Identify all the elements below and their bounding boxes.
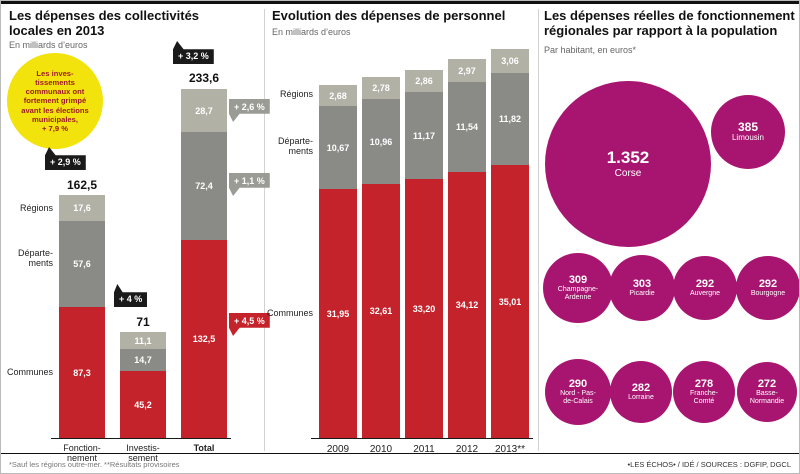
footer-divider — [1, 453, 799, 454]
bubble-franche-value: 278 — [694, 378, 714, 391]
panel-separator-left — [264, 9, 265, 451]
x-label-2013: 2013** — [494, 444, 526, 455]
row-label-communes-p2: Communes — [266, 308, 313, 318]
segment-total-communes: 132,5 — [181, 240, 227, 438]
bubble-auvergne: 292 Auvergne — [673, 256, 737, 320]
panel1-subtitle: En milliards d’euros — [9, 40, 88, 50]
segment-2011-communes: 33,20 — [405, 179, 443, 438]
x-label-2009: 2009 — [326, 444, 350, 455]
bubble-champagne-ardenne: 309 Champagne- Ardenne — [543, 253, 613, 323]
bubble-lorraine: 282 Lorraine — [610, 361, 672, 423]
panel2-subtitle: En milliards d’euros — [272, 27, 351, 37]
segment-2009-regions: 2,68 — [319, 85, 357, 106]
bubble-limousin-name: Limousin — [731, 133, 764, 143]
annotation-bubble: Les inves- tissements communaux ont fort… — [7, 53, 103, 149]
segment-investissement-regions: 11,1 — [120, 332, 166, 349]
panel1-title: Les dépenses des collectivités locales e… — [9, 8, 200, 39]
segment-2011-departements: 11,17 — [405, 92, 443, 179]
growth-badge-investissement: + 4 % — [114, 284, 148, 307]
footnote: *Sauf les régions outre-mer. **Résultats… — [9, 460, 180, 469]
bubble-lorraine-value: 282 — [631, 382, 651, 395]
row-label-departements: Départe- ments — [17, 248, 53, 269]
growth-badge-fonctionnement: + 2,9 % — [45, 147, 86, 170]
panel1-axis — [51, 438, 231, 439]
segment-2009-departements: 10,67 — [319, 106, 357, 189]
row-label-regions: Régions — [19, 203, 53, 213]
bubble-nord-pas-de-calais: 290 Nord - Pas- de-Calais — [545, 359, 611, 425]
bubble-picardie-value: 303 — [632, 278, 652, 291]
segment-fonctionnement-communes: 87,3 — [59, 307, 105, 438]
panel3-subtitle: Par habitant, en euros* — [544, 45, 637, 55]
total-investissement: 71 — [136, 315, 150, 329]
segment-total-regions: 28,7 — [181, 89, 227, 132]
growth-badge-total: + 3,2 % — [173, 41, 214, 64]
bubble-champagne-name: Champagne- Ardenne — [557, 286, 599, 302]
row-label-communes: Communes — [6, 367, 53, 377]
bubble-bourgogne-name: Bourgogne — [750, 290, 786, 298]
bubble-basse-value: 272 — [757, 378, 777, 391]
bubble-corse-value: 1.352 — [606, 148, 650, 168]
segment-investissement-communes: 45,2 — [120, 371, 166, 438]
x-label-total: Total — [193, 443, 215, 453]
segment-fonctionnement-departements: 57,6 — [59, 221, 105, 307]
segment-fonctionnement-regions: 17,6 — [59, 195, 105, 221]
row-label-departements-p2: Départe- ments — [277, 136, 313, 157]
bubble-corse-name: Corse — [614, 167, 642, 179]
segment-2010-regions: 2,78 — [362, 77, 400, 99]
bubble-nord-name: Nord - Pas- de-Calais — [560, 390, 596, 406]
bubble-auvergne-name: Auvergne — [690, 290, 720, 298]
bubble-bourgogne-value: 292 — [758, 278, 778, 291]
bubble-limousin: 385 Limousin — [711, 95, 785, 169]
segment-2012-departements: 11,54 — [448, 82, 486, 172]
bubble-corse: 1.352 Corse — [545, 81, 711, 247]
panel-separator-right — [538, 9, 539, 451]
segment-2010-departements: 10,96 — [362, 99, 400, 184]
panel3-title: Les dépenses réelles de fonctionnement r… — [544, 8, 795, 39]
bubble-picardie: 303 Picardie — [609, 255, 675, 321]
bubble-basse-normandie: 272 Basse- Normandie — [737, 362, 797, 422]
segment-investissement-departements: 14,7 — [120, 349, 166, 371]
bubble-picardie-name: Picardie — [629, 290, 655, 298]
bubble-nord-value: 290 — [568, 378, 588, 391]
total-fonctionnement: 162,5 — [66, 178, 98, 192]
top-border — [1, 1, 799, 4]
x-label-fonctionnement: Fonction- nement — [63, 443, 101, 464]
bubble-auvergne-value: 292 — [695, 278, 715, 291]
panel2-axis — [311, 438, 533, 439]
segment-2013-regions: 3,06 — [491, 49, 529, 73]
bubble-limousin-value: 385 — [737, 119, 759, 134]
bubble-franche-comte: 278 Franche- Comté — [673, 361, 735, 423]
segment-2013-communes: 35,01 — [491, 165, 529, 438]
row-label-regions-p2: Régions — [279, 89, 313, 99]
total-total: 233,6 — [188, 71, 220, 85]
segment-2012-communes: 34,12 — [448, 172, 486, 438]
x-label-2012: 2012 — [455, 444, 479, 455]
segment-2009-communes: 31,95 — [319, 189, 357, 438]
segment-2010-communes: 32,61 — [362, 184, 400, 438]
segment-2011-regions: 2,86 — [405, 70, 443, 92]
bubble-franche-name: Franche- Comté — [689, 390, 718, 406]
bubble-lorraine-name: Lorraine — [628, 394, 654, 402]
bubble-champagne-value: 309 — [568, 274, 588, 287]
bubble-bourgogne: 292 Bourgogne — [736, 256, 799, 320]
x-label-investissement: Investis- sement — [126, 443, 160, 464]
segment-2012-regions: 2,97 — [448, 59, 486, 82]
panel2-title: Evolution des dépenses de personnel — [272, 8, 506, 23]
segment-2013-departements: 11,82 — [491, 73, 529, 165]
x-label-2010: 2010 — [369, 444, 393, 455]
credits: •LES ÉCHOS• / IDÉ / SOURCES : DGFIP, DGC… — [627, 460, 791, 469]
segment-total-departements: 72,4 — [181, 132, 227, 240]
bubble-basse-name: Basse- Normandie — [749, 390, 785, 406]
x-label-2011: 2011 — [413, 444, 435, 455]
